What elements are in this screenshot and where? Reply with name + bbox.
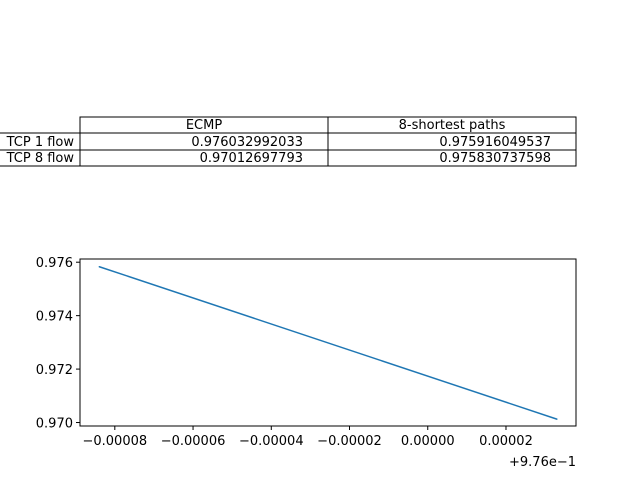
x-tick-label: 0.00002 [479, 434, 533, 449]
plot-area-frame [79, 258, 577, 427]
x-tick-label: 0.00000 [401, 434, 455, 449]
axis-ticks: −0.00008 −0.00006 −0.00004 −0.00002 0.00000 0… [36, 256, 533, 449]
x-tick-label: −0.00008 [82, 434, 147, 449]
table-cell-value: 0.976032992033 [191, 135, 303, 150]
table-cell-r2-c2 [327, 149, 577, 167]
y-tick-label: 0.976 [36, 256, 73, 271]
y-tick-label: 0.974 [36, 310, 73, 325]
y-tick-label: 0.972 [36, 363, 73, 378]
table-row-label: TCP 8 flow [6, 151, 75, 166]
table-cell-value: 0.975830737598 [439, 151, 551, 166]
table-row-label: TCP 1 flow [6, 135, 75, 150]
x-tick-label: −0.00006 [161, 434, 226, 449]
series-line [98, 265, 558, 420]
x-tick-label: −0.00004 [239, 434, 304, 449]
line-chart: −0.00008 −0.00006 −0.00004 −0.00002 0.00000 0… [36, 256, 577, 470]
table-cell-value: 0.97012697793 [200, 151, 303, 166]
x-tick-label: −0.00002 [317, 434, 382, 449]
results-table: ECMP 8-shortest paths TCP 1 flow TCP 8 f… [0, 116, 577, 167]
x-axis-offset-label: +9.76e−1 [509, 455, 576, 470]
y-tick-label: 0.970 [36, 417, 73, 432]
table-column-header: 8-shortest paths [399, 118, 506, 133]
table-cell-value: 0.975916049537 [439, 135, 551, 150]
table-column-header: ECMP [186, 118, 223, 133]
